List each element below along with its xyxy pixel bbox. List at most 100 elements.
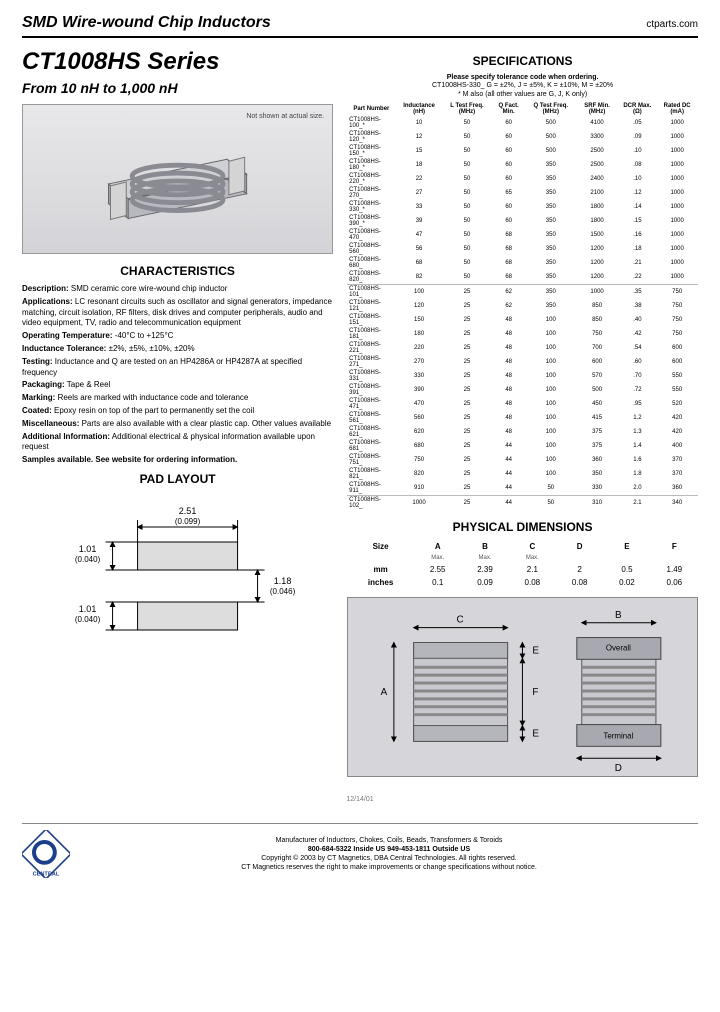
series-name: CT1008HS Series	[22, 48, 333, 76]
spec-row: CT1008HS-102_10002544503102.1340	[347, 496, 698, 511]
tol-label: Inductance Tolerance:	[22, 344, 106, 353]
spec-row: CT1008HS-221_2202548100700.54600	[347, 341, 698, 355]
inductor-icon	[23, 105, 332, 253]
pad-h2i: (0.040)	[75, 615, 101, 624]
spec-row: CT1008HS-470_4750683501500.161000	[347, 228, 698, 242]
svg-text:Terminal: Terminal	[604, 732, 634, 741]
doc-date: 12/14/01	[22, 796, 698, 803]
spec-table: Part NumberInductance (nH)L Test Freq. (…	[347, 102, 698, 510]
spec-col: Rated DC (mA)	[656, 102, 698, 116]
render-note: Not shown at actual size.	[246, 113, 324, 120]
misc-text: Parts are also available with a clear pl…	[82, 419, 331, 428]
spec-col: DCR Max. (Ω)	[618, 102, 656, 116]
footer-l1: Manufacturer of Inductors, Chokes, Coils…	[80, 836, 698, 845]
site-link[interactable]: ctparts.com	[646, 19, 698, 30]
pad-gap: 1.18	[274, 576, 292, 586]
spec-row: CT1008HS-820_8250683501200.221000	[347, 270, 698, 285]
pad-h2: 1.01	[79, 604, 97, 614]
svg-text:CENTRAL: CENTRAL	[33, 872, 60, 878]
svg-text:A: A	[381, 687, 388, 698]
series-subtitle: From 10 nH to 1,000 nH	[22, 80, 333, 96]
spec-row: CT1008HS-330_*3350603501800.141000	[347, 200, 698, 214]
spec-row: CT1008HS-561_56025481004151.2420	[347, 411, 698, 425]
product-render: Not shown at actual size.	[22, 104, 333, 254]
spec-row: CT1008HS-560_5650683501200.181000	[347, 242, 698, 256]
app-label: Applications:	[22, 297, 73, 306]
temp-text: -40°C to +125°C	[115, 331, 174, 340]
spec-col: Part Number	[347, 102, 396, 116]
spec-row: CT1008HS-180_*1850603502500.081000	[347, 158, 698, 172]
svg-text:E: E	[532, 646, 539, 657]
spec-row: CT1008HS-120_*1250605003300.091000	[347, 130, 698, 144]
svg-text:C: C	[457, 615, 464, 626]
test-text: Inductance and Q are tested on an HP4286…	[22, 357, 302, 377]
pad-h1i: (0.040)	[75, 555, 101, 564]
footer-l4: CT Magnetics reserves the right to make …	[80, 863, 698, 872]
phys-heading: PHYSICAL DIMENSIONS	[347, 520, 698, 534]
coat-label: Coated:	[22, 406, 52, 415]
pkg-label: Packaging:	[22, 380, 65, 389]
spec-row: CT1008HS-751_75025441003601.6370	[347, 453, 698, 467]
header-bar: SMD Wire-wound Chip Inductors ctparts.co…	[22, 14, 698, 38]
add-label: Additional Information:	[22, 432, 110, 441]
pad-gapi: (0.046)	[270, 587, 296, 596]
spec-row: CT1008HS-911_9102544503302.0360	[347, 481, 698, 496]
mark-label: Marking:	[22, 393, 55, 402]
dim-table: SizeABCDEF Max.Max.Max. mm2.552.392.120.…	[347, 540, 698, 589]
svg-text:E: E	[532, 729, 539, 740]
spec-row: CT1008HS-121_1202562350850.38750	[347, 299, 698, 313]
footer-l3: Copyright © 2003 by CT Magnetics, DBA Ce…	[80, 854, 698, 863]
spec-col: SRF Min. (MHz)	[576, 102, 619, 116]
spec-row: CT1008HS-390_*3950603501800.151000	[347, 214, 698, 228]
desc-text: SMD ceramic core wire-wound chip inducto…	[71, 284, 228, 293]
svg-text:Overall: Overall	[606, 644, 631, 653]
spec-note-l1: Please specify tolerance code when order…	[447, 74, 599, 81]
coat-text: Epoxy resin on top of the part to perman…	[54, 406, 254, 415]
desc-label: Description:	[22, 284, 69, 293]
tol-text: ±2%, ±5%, ±10%, ±20%	[109, 344, 195, 353]
spec-col: Q Fact. Min.	[492, 102, 526, 116]
pkg-text: Tape & Reel	[67, 380, 111, 389]
mark-text: Reels are marked with inductance code an…	[58, 393, 249, 402]
pad-layout-heading: PAD LAYOUT	[22, 472, 333, 486]
spec-row: CT1008HS-150_*1550605002500.101000	[347, 144, 698, 158]
svg-text:F: F	[532, 687, 538, 698]
spec-row: CT1008HS-151_1502548100850.40750	[347, 313, 698, 327]
svg-text:D: D	[615, 763, 622, 774]
pad-w: 2.51	[179, 506, 197, 516]
spec-note: Please specify tolerance code when order…	[347, 74, 698, 99]
pad-h1: 1.01	[79, 544, 97, 554]
spec-row: CT1008HS-270_2750653502100.121000	[347, 186, 698, 200]
spec-row: CT1008HS-391_3902548100500.72550	[347, 383, 698, 397]
characteristics-block: Description: SMD ceramic core wire-wound…	[22, 284, 333, 466]
spec-row: CT1008HS-680_6850683501200.211000	[347, 256, 698, 270]
misc-label: Miscellaneous:	[22, 419, 79, 428]
temp-label: Operating Temperature:	[22, 331, 113, 340]
characteristics-heading: CHARACTERISTICS	[22, 264, 333, 278]
pad-wi: (0.099)	[175, 517, 201, 526]
spec-row: CT1008HS-181_1802548100750.42750	[347, 327, 698, 341]
spec-note-l3: * M also (all other values are G, J, K o…	[458, 91, 587, 98]
footer: CENTRAL Manufacturer of Inductors, Choke…	[22, 823, 698, 878]
dimensions-diagram: C A E F E B	[347, 597, 698, 777]
test-label: Testing:	[22, 357, 53, 366]
spec-col: L Test Freq. (MHz)	[442, 102, 491, 116]
svg-text:B: B	[615, 610, 622, 621]
spec-col: Inductance (nH)	[396, 102, 443, 116]
spec-row: CT1008HS-681_68025441003751.4400	[347, 439, 698, 453]
spec-row: CT1008HS-101_10025623501000.35750	[347, 285, 698, 300]
spec-row: CT1008HS-100_*1050605004100.051000	[347, 116, 698, 130]
spec-row: CT1008HS-220_*2250603502400.101000	[347, 172, 698, 186]
spec-note-l2: CT1008HS-330_ G = ±2%, J = ±5%, K = ±10%…	[432, 82, 613, 89]
spec-row: CT1008HS-821_82025441003501.8370	[347, 467, 698, 481]
spec-row: CT1008HS-331_3302548100570.70550	[347, 369, 698, 383]
spec-heading: SPECIFICATIONS	[347, 54, 698, 68]
doc-title: SMD Wire-wound Chip Inductors	[22, 14, 271, 32]
brand-logo-icon: CENTRAL	[22, 830, 70, 878]
pad-layout-diagram: 2.51 (0.099) 1.01 (0.040) 1.18 (0.046) 1…	[22, 492, 333, 662]
spec-row: CT1008HS-621_62025481003751.3420	[347, 425, 698, 439]
spec-row: CT1008HS-471_4702548100450.95520	[347, 397, 698, 411]
spec-col: Q Test Freq. (MHz)	[526, 102, 576, 116]
samples-text: Samples available. See website for order…	[22, 455, 237, 464]
footer-l2: 800-684-5322 Inside US 949-453-1811 Outs…	[80, 845, 698, 854]
